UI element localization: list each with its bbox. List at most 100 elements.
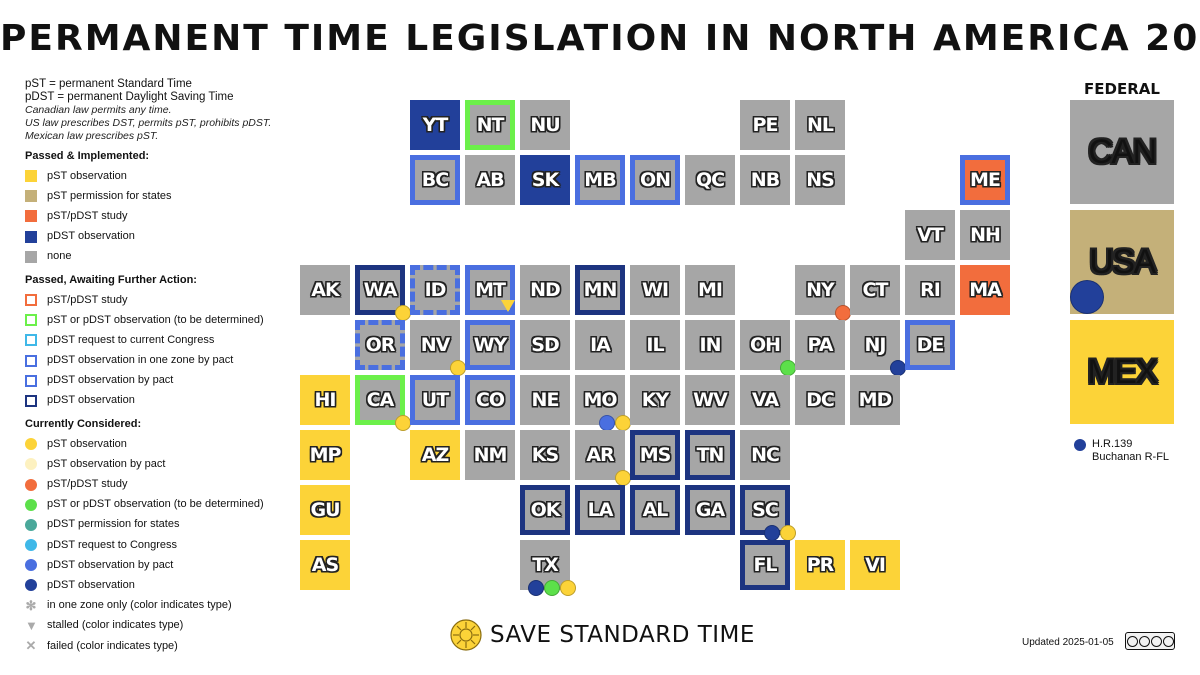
legend-label: none [47, 250, 72, 263]
state-label: QC [695, 169, 725, 191]
state-label: GA [695, 499, 725, 521]
swatch-dot-icon [25, 458, 37, 471]
state-label: AR [586, 444, 614, 466]
state-tile-nb: NB [740, 155, 790, 205]
state-tile-hi: HI [300, 375, 350, 425]
state-tile-vt: VT [905, 210, 955, 260]
state-tile-pa: PA [795, 320, 845, 370]
state-label: SC [752, 499, 779, 521]
state-tile-ia: IA [575, 320, 625, 370]
state-label: CO [475, 389, 505, 411]
legend-label: pDST observation [47, 578, 135, 591]
federal-usa-tile: USA [1070, 210, 1174, 314]
state-tile-ar: AR [575, 430, 625, 480]
federal-usa-label: USA [1089, 242, 1156, 281]
state-tile-nd: ND [520, 265, 570, 315]
state-label: NY [806, 279, 835, 301]
status-dot-pst [615, 470, 631, 486]
state-tile-ga: GA [685, 485, 735, 535]
legend-label: pDST permission for states [47, 518, 180, 531]
state-tile-nc: NC [740, 430, 790, 480]
license-badge [1125, 632, 1175, 650]
swatch-dot-icon [25, 518, 37, 531]
state-tile-or: OR [355, 320, 405, 370]
legend-item: pST permission for states [25, 186, 300, 206]
state-label: NC [751, 444, 780, 466]
legend-note-mexico: Mexican law prescribes pST. [25, 130, 159, 142]
legend-label: failed (color indicates type) [47, 639, 178, 652]
state-label: GU [310, 499, 340, 521]
state-label: KY [641, 389, 670, 411]
status-dot-tbd [780, 360, 796, 376]
legend-item: pDST observation in one zone by pact [25, 351, 300, 371]
state-label: KS [531, 444, 559, 466]
swatch-fill-icon [25, 250, 37, 263]
legend: pST = permanent Standard Time pDST = per… [25, 78, 300, 656]
state-label: YT [422, 114, 449, 136]
state-label: AB [476, 169, 504, 191]
swatch-fill-icon [25, 210, 37, 223]
state-tile-mb: MB [575, 155, 625, 205]
state-label: VT [917, 224, 944, 246]
status-dot-tbd [544, 580, 560, 596]
state-label: DE [916, 334, 945, 356]
state-label: ID [424, 279, 447, 301]
state-label: ND [530, 279, 561, 301]
status-dot-pst [780, 525, 796, 541]
state-label: WI [641, 279, 669, 301]
state-tile-nm: NM [465, 430, 515, 480]
legend-label: pDST observation [47, 394, 135, 407]
bill-number: H.R.139 [1092, 438, 1133, 450]
status-dot-pdst [528, 580, 544, 596]
legend-item: pDST observation [25, 391, 300, 411]
state-label: TN [696, 444, 725, 466]
state-tile-wi: WI [630, 265, 680, 315]
status-dot-pdst [764, 525, 780, 541]
state-label: NV [420, 334, 451, 356]
status-dot-pst [560, 580, 576, 596]
state-label: FL [753, 554, 777, 576]
legend-label: pST/pDST study [47, 293, 128, 306]
state-label: NL [806, 114, 834, 136]
state-tile-tn: TN [685, 430, 735, 480]
state-label: LA [587, 499, 614, 521]
legend-item: pDST permission for states [25, 515, 300, 535]
state-tile-nl: NL [795, 100, 845, 150]
state-label: PR [806, 554, 835, 576]
state-label: NU [530, 114, 560, 136]
state-label: OK [530, 499, 561, 521]
cross-icon: ✕ [25, 638, 37, 654]
sun-icon [450, 619, 482, 651]
state-label: DC [806, 389, 835, 411]
legend-item: pST or pDST observation (to be determine… [25, 310, 300, 330]
swatch-outline-icon [25, 294, 37, 307]
state-tile-ut: UT [410, 375, 460, 425]
state-label: WV [693, 389, 728, 411]
state-tile-il: IL [630, 320, 680, 370]
state-tile-ns: NS [795, 155, 845, 205]
nd-icon [1162, 635, 1174, 647]
legend-item: ✻ in one zone only (color indicates type) [25, 596, 300, 616]
state-tile-ks: KS [520, 430, 570, 480]
state-tile-co: CO [465, 375, 515, 425]
state-tile-ok: OK [520, 485, 570, 535]
legend-item: ✕ failed (color indicates type) [25, 636, 300, 656]
legend-abbr-pdst: pDST = permanent Daylight Saving Time [25, 91, 234, 103]
state-tile-id: ID [410, 265, 460, 315]
legend-item: pST observation [25, 166, 300, 186]
state-label: MI [698, 279, 723, 301]
legend-label: stalled (color indicates type) [47, 619, 184, 632]
swatch-dashed-outline-icon [25, 354, 37, 367]
state-tile-mt: MT [465, 265, 515, 315]
federal-canada-tile: CAN [1070, 100, 1174, 204]
status-dot-study [835, 305, 851, 321]
legend-item: pST/pDST study [25, 474, 300, 494]
state-label: UT [421, 389, 449, 411]
state-label: MT [475, 279, 506, 301]
legend-item: pST observation by pact [25, 454, 300, 474]
federal-usa-pdst-bill-dot [1070, 280, 1104, 314]
legend-item: pST/pDST study [25, 290, 300, 310]
legend-label: pDST request to Congress [47, 538, 178, 551]
legend-label: pST permission for states [47, 189, 172, 202]
legend-section-implemented: Passed & Implemented: [25, 150, 150, 162]
